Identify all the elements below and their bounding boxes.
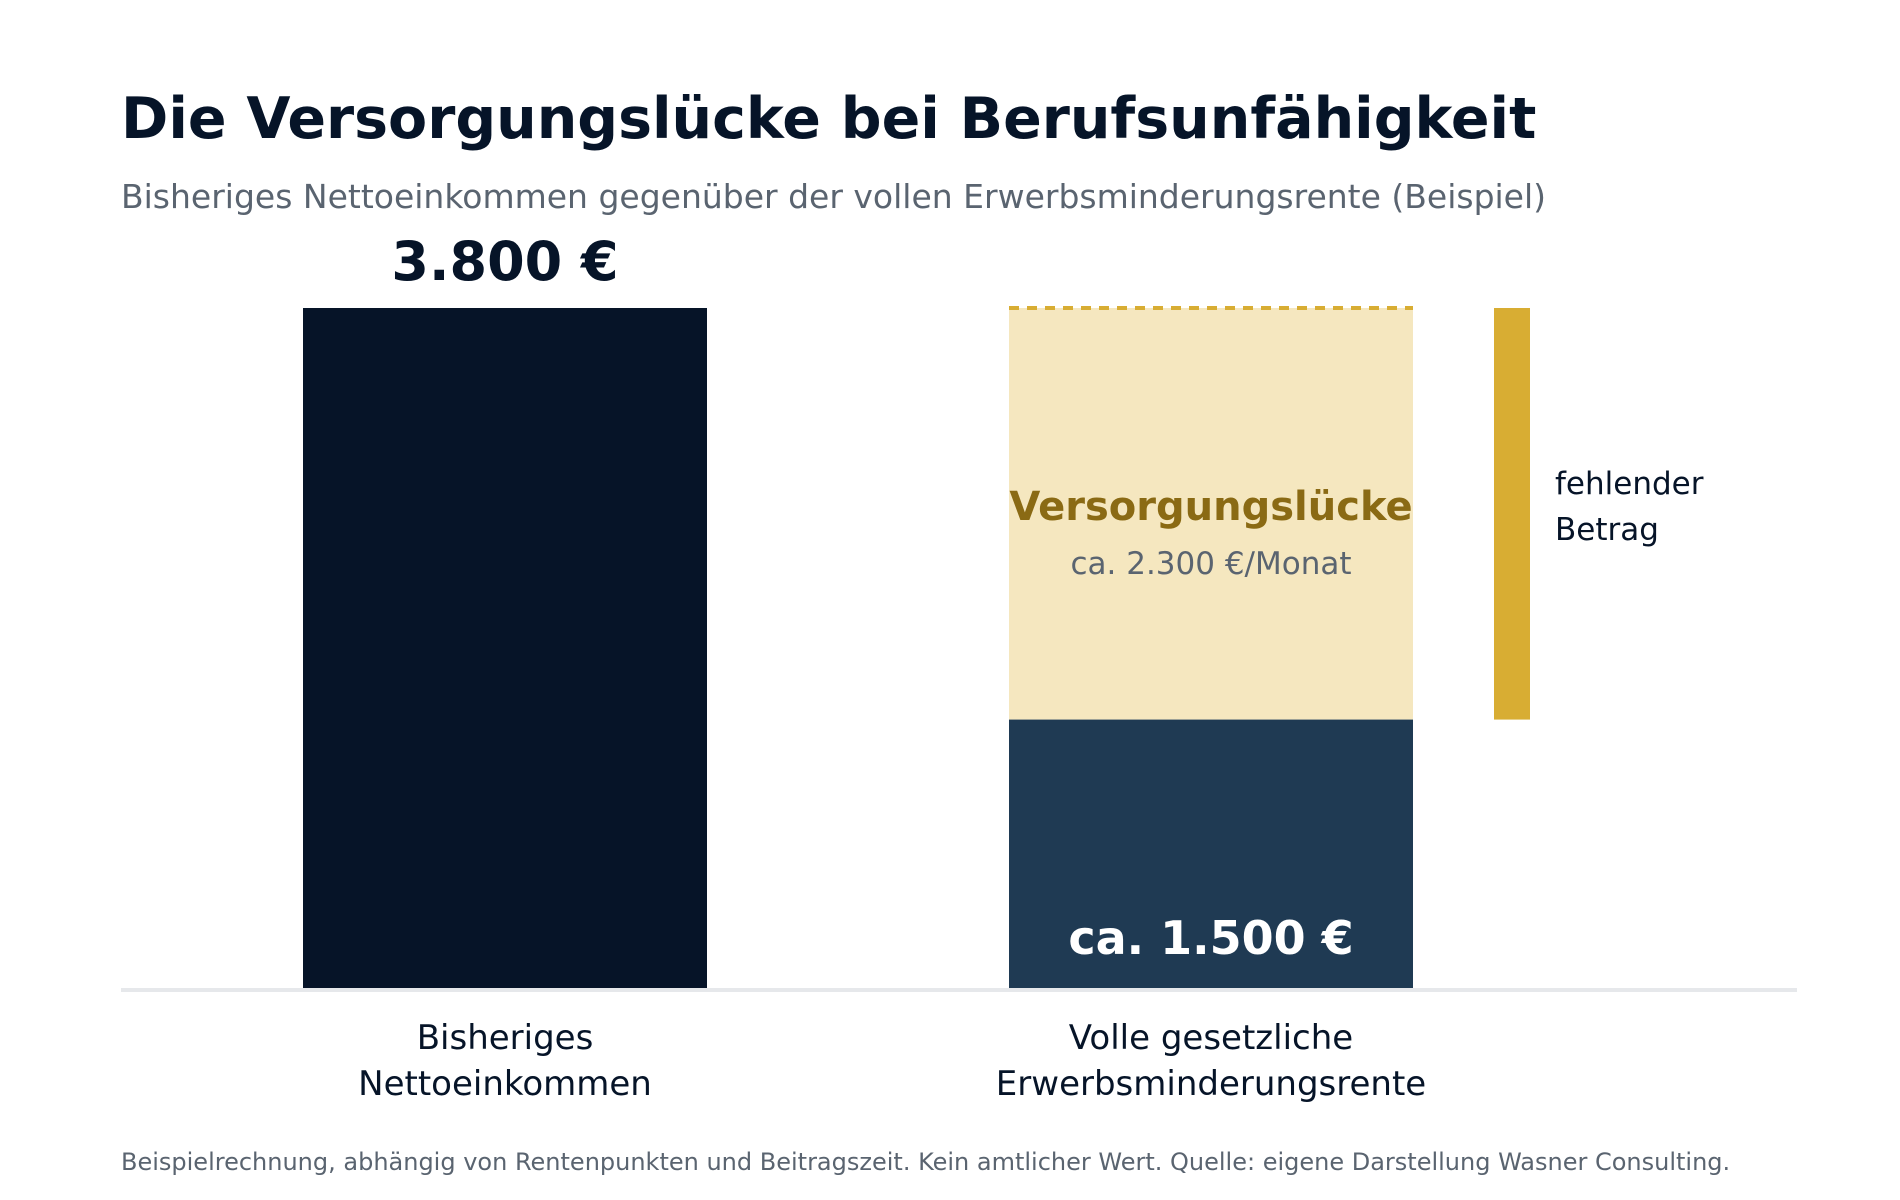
pension-bar: [1009, 719, 1413, 988]
gap-bracket: [1494, 308, 1530, 720]
category-label: Volle gesetzliche: [1069, 1018, 1353, 1058]
income-value-label: 3.800 €: [391, 230, 618, 293]
chart-title: Die Versorgungslücke bei Berufsunfähigke…: [121, 86, 1537, 152]
chart-footnote: Beispielrechnung, abhängig von Rentenpun…: [121, 1148, 1731, 1176]
gap-bracket-label: fehlender: [1555, 466, 1704, 502]
income-bar: [303, 308, 707, 988]
category-label: Nettoeinkommen: [358, 1064, 652, 1104]
category-label: Erwerbsminderungsrente: [996, 1064, 1426, 1104]
chart-subtitle: Bisheriges Nettoeinkommen gegenüber der …: [121, 177, 1547, 216]
gap-segment: [1009, 308, 1413, 720]
gap-sublabel: ca. 2.300 €/Monat: [1070, 546, 1351, 582]
category-label: Bisheriges: [417, 1018, 594, 1058]
gap-label: Versorgungslücke: [1009, 484, 1412, 530]
gap-bracket-label: Betrag: [1555, 512, 1659, 548]
pension-value-label: ca. 1.500 €: [1068, 911, 1353, 965]
